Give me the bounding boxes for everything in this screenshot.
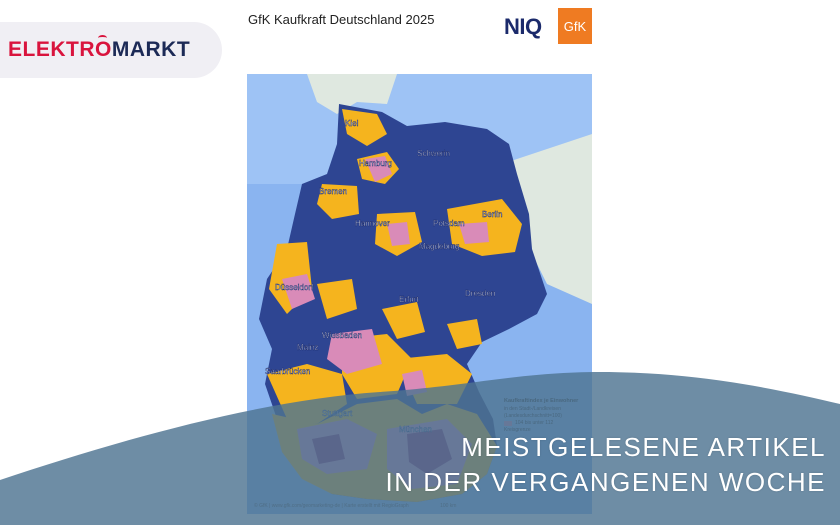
region-dusseldorf-city (282, 274, 315, 309)
city-munchen: München (399, 425, 432, 434)
city-potsdam: Potsdam (433, 219, 465, 228)
city-magdeburg: Magdeburg (419, 242, 459, 251)
region-hamburg (365, 156, 392, 182)
legend-title: Kaufkraftindex je Einwohner (504, 398, 579, 404)
legend-subtitle-1: in den Stadt-/Landkreisen (504, 405, 561, 412)
region-schleswig (342, 109, 387, 146)
map-footer-note: © GfK | www.gfk.com/geomarketing-de | Ka… (254, 503, 456, 509)
neighbor-land-east (502, 134, 592, 304)
niq-logo: NIQ (504, 14, 542, 39)
region-hessen-north (382, 302, 425, 339)
city-mainz: Mainz (297, 343, 318, 352)
neighbor-land-north (307, 74, 397, 114)
legend-row-label: 104 bis unter 112 (515, 419, 554, 426)
footer-credit: © GfK | www.gfk.com/geomarketing-de | Ka… (254, 503, 409, 509)
legend-swatch (504, 420, 512, 426)
city-kiel: Kiel (345, 119, 359, 128)
map-legend: Kaufkraftindex je Einwohner in den Stadt… (504, 398, 594, 434)
city-erfurt: Erfurt (399, 295, 419, 304)
logo-text-red: ELEKTR (8, 38, 95, 61)
infographic-title: GfK Kaufkraft Deutschland 2025 (248, 12, 435, 27)
elektromarkt-logo[interactable]: ELEKTROMARKT (0, 22, 222, 78)
region-rhein-main (327, 329, 382, 374)
city-dresden: Dresden (465, 289, 495, 298)
legend-subtitle-2: (Landesdurchschnitt=100) (504, 412, 562, 419)
region-ruhr (317, 279, 357, 319)
logo-text-blue: MARKT (111, 38, 191, 61)
city-schwerin: Schwerin (417, 149, 450, 158)
logo-text-o: O (95, 38, 112, 61)
kaufkraft-infographic[interactable]: GfK Kaufkraft Deutschland 2025 NIQ GfK (232, 0, 607, 525)
gfk-logo-text: GfK (563, 18, 587, 34)
scale-bar-label: 100 km (440, 503, 457, 509)
city-bremen: Bremen (319, 187, 347, 196)
city-wiesbaden: Wiesbaden (322, 331, 362, 340)
city-saarbrucken: Saarbrücken (265, 367, 310, 376)
logo-wordmark: ELEKTROMARKT (8, 38, 190, 62)
region-hannover-city (387, 222, 410, 246)
region-berlin-city (459, 222, 489, 244)
city-stuttgart: Stuttgart (322, 409, 353, 418)
region-saxony-patch (447, 319, 482, 349)
region-bremen (317, 184, 359, 219)
banner-line-2[interactable]: IN DER VERGANGENEN WOCHE (385, 467, 826, 497)
banner-line-1[interactable]: MEISTGELESENE ARTIKEL (461, 432, 826, 462)
gfk-logo: GfK (558, 8, 592, 44)
city-dusseldorf: Düsseldorf (275, 283, 314, 292)
city-berlin: Berlin (482, 210, 502, 219)
city-hamburg: Hamburg (359, 159, 392, 168)
city-hannover: Hannover (355, 219, 390, 228)
legend-row: 104 bis unter 112 (504, 420, 594, 427)
